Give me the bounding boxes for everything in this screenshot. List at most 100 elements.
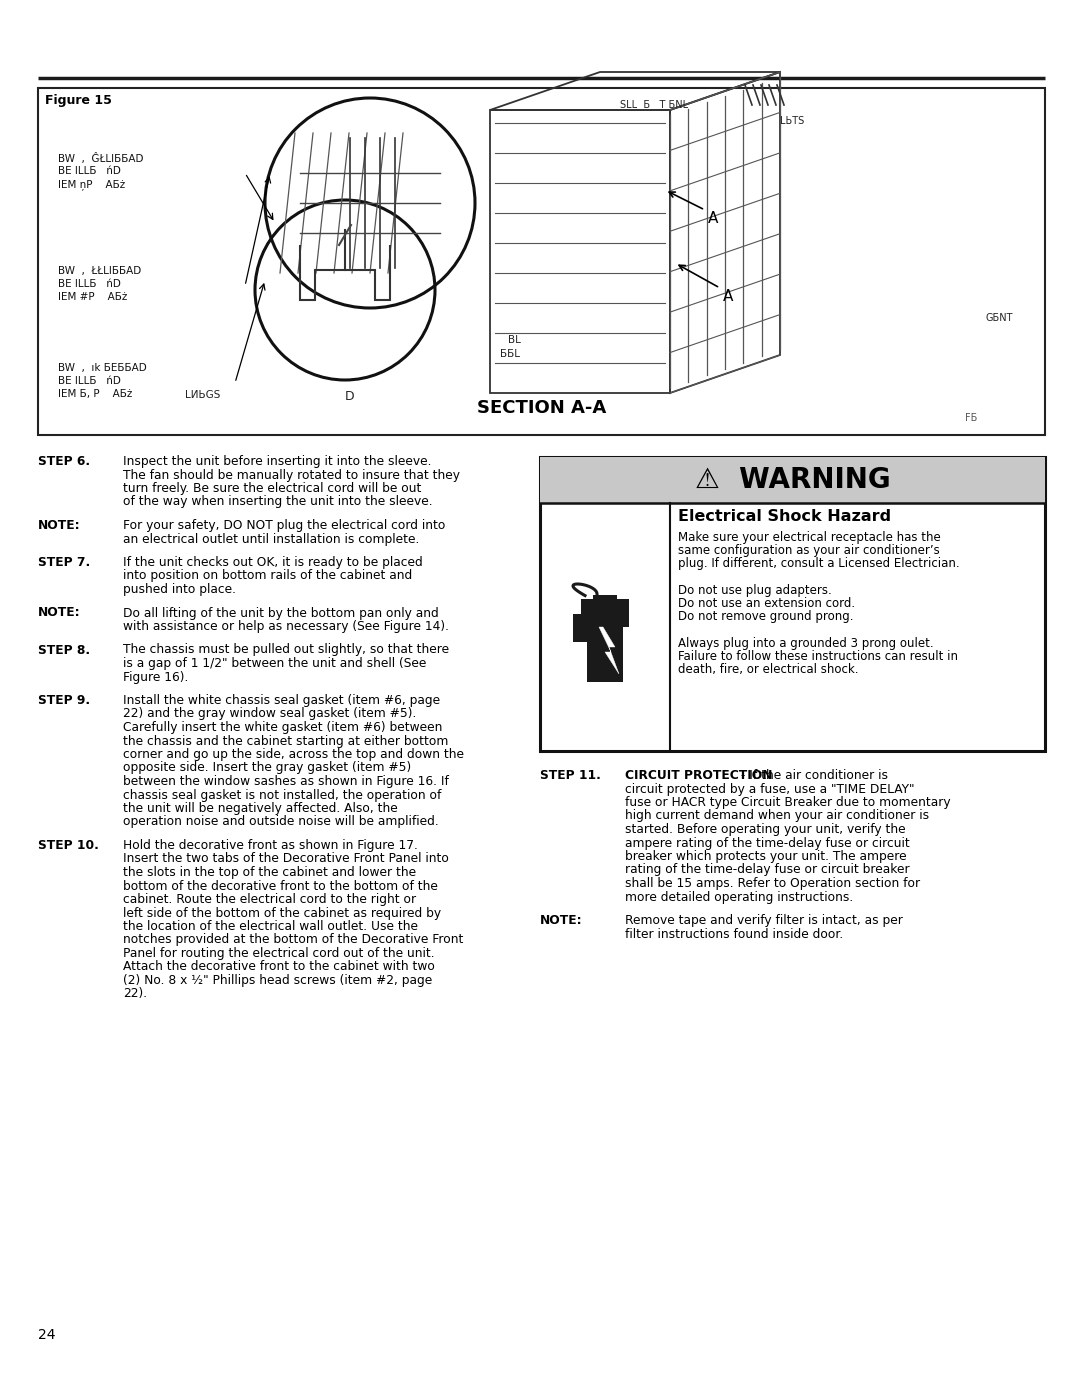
- Text: BE ILLБ   ńD: BE ILLБ ńD: [58, 166, 121, 176]
- Text: breaker which protects your unit. The ampere: breaker which protects your unit. The am…: [625, 849, 906, 863]
- Text: Always plug into a grounded 3 prong oulet.: Always plug into a grounded 3 prong oule…: [678, 637, 933, 650]
- Text: notches provided at the bottom of the Decorative Front: notches provided at the bottom of the De…: [123, 933, 463, 947]
- Text: Hold the decorative front as shown in Figure 17.: Hold the decorative front as shown in Fi…: [123, 840, 418, 852]
- Text: Figure 15: Figure 15: [45, 94, 112, 108]
- Text: operation noise and outside noise will be amplified.: operation noise and outside noise will b…: [123, 816, 438, 828]
- Text: D: D: [345, 390, 354, 402]
- Text: chassis seal gasket is not installed, the operation of: chassis seal gasket is not installed, th…: [123, 788, 442, 802]
- Text: Carefully insert the white gasket (item #6) between: Carefully insert the white gasket (item …: [123, 721, 443, 733]
- Bar: [573, 615, 588, 643]
- Text: rating of the time-delay fuse or circuit breaker: rating of the time-delay fuse or circuit…: [625, 863, 909, 876]
- Text: NOTE:: NOTE:: [540, 914, 582, 928]
- Text: Inspect the unit before inserting it into the sleeve.: Inspect the unit before inserting it int…: [123, 455, 432, 468]
- Text: Electrical Shock Hazard: Electrical Shock Hazard: [678, 509, 891, 524]
- Text: Do not remove ground prong.: Do not remove ground prong.: [678, 610, 853, 623]
- Text: more detailed operating instructions.: more detailed operating instructions.: [625, 890, 853, 904]
- Text: If the unit checks out OK, it is ready to be placed: If the unit checks out OK, it is ready t…: [123, 556, 422, 569]
- Text: 22).: 22).: [123, 988, 147, 1000]
- Text: BW  ,  ık БЕББAD: BW , ık БЕББAD: [58, 363, 147, 373]
- Polygon shape: [599, 627, 619, 673]
- Text: BL: BL: [508, 335, 521, 345]
- Text: circuit protected by a fuse, use a "TIME DELAY": circuit protected by a fuse, use a "TIME…: [625, 782, 915, 795]
- Bar: [605, 595, 617, 627]
- Text: Figure 16).: Figure 16).: [123, 671, 188, 683]
- Text: bottom of the decorative front to the bottom of the: bottom of the decorative front to the bo…: [123, 880, 437, 893]
- Text: LИЬGS: LИЬGS: [185, 390, 220, 400]
- Text: ББL: ББL: [500, 349, 519, 359]
- Bar: [617, 599, 629, 627]
- Text: Failure to follow these instructions can result in: Failure to follow these instructions can…: [678, 650, 958, 662]
- Text: LЬTS: LЬTS: [780, 116, 805, 126]
- Bar: [581, 599, 593, 627]
- Text: started. Before operating your unit, verify the: started. Before operating your unit, ver…: [625, 823, 906, 835]
- Text: CIRCUIT PROTECTION: CIRCUIT PROTECTION: [625, 768, 772, 782]
- Text: STEP 8.: STEP 8.: [38, 644, 90, 657]
- Text: BE ILLБ   ńD: BE ILLБ ńD: [58, 279, 121, 289]
- Text: SLL  Б   T БNL: SLL Б T БNL: [620, 101, 688, 110]
- Text: the chassis and the cabinet starting at either bottom: the chassis and the cabinet starting at …: [123, 735, 448, 747]
- Text: IEM Б, P    AБż: IEM Б, P AБż: [58, 388, 133, 400]
- Text: between the window sashes as shown in Figure 16. If: between the window sashes as shown in Fi…: [123, 775, 449, 788]
- Bar: [588, 627, 623, 682]
- Text: ⚠  WARNING: ⚠ WARNING: [694, 467, 890, 495]
- Text: the slots in the top of the cabinet and lower the: the slots in the top of the cabinet and …: [123, 866, 416, 879]
- Text: Do all lifting of the unit by the bottom pan only and: Do all lifting of the unit by the bottom…: [123, 606, 438, 619]
- Text: of the way when inserting the unit into the sleeve.: of the way when inserting the unit into …: [123, 496, 433, 509]
- Text: plug. If different, consult a Licensed Electrician.: plug. If different, consult a Licensed E…: [678, 557, 960, 570]
- Text: The fan should be manually rotated to insure that they: The fan should be manually rotated to in…: [123, 468, 460, 482]
- Text: Make sure your electrical receptacle has the: Make sure your electrical receptacle has…: [678, 531, 941, 543]
- Text: SECTION A-A: SECTION A-A: [477, 400, 606, 416]
- Text: into position on bottom rails of the cabinet and: into position on bottom rails of the cab…: [123, 570, 413, 583]
- Text: high current demand when your air conditioner is: high current demand when your air condit…: [625, 809, 929, 823]
- Text: corner and go up the side, across the top and down the: corner and go up the side, across the to…: [123, 747, 464, 761]
- Text: - If the air conditioner is: - If the air conditioner is: [737, 768, 888, 782]
- Text: filter instructions found inside door.: filter instructions found inside door.: [625, 928, 843, 940]
- Text: BW  ,  ŁŁLIББAD: BW , ŁŁLIББAD: [58, 265, 141, 277]
- Text: IEM ņP    AБż: IEM ņP AБż: [58, 179, 125, 190]
- Text: STEP 9.: STEP 9.: [38, 694, 90, 707]
- Text: with assistance or help as necessary (See Figure 14).: with assistance or help as necessary (Se…: [123, 620, 449, 633]
- Text: BE ILLБ   ńD: BE ILLБ ńD: [58, 376, 121, 386]
- Bar: [540, 457, 1045, 503]
- Text: ampere rating of the time-delay fuse or circuit: ampere rating of the time-delay fuse or …: [625, 837, 909, 849]
- Text: STEP 11.: STEP 11.: [540, 768, 600, 782]
- Text: STEP 6.: STEP 6.: [38, 455, 90, 468]
- Text: 22) and the gray window seal gasket (item #5).: 22) and the gray window seal gasket (ite…: [123, 707, 417, 721]
- Text: Do not use an extension cord.: Do not use an extension cord.: [678, 597, 855, 610]
- Bar: [38, 88, 1045, 434]
- Text: Attach the decorative front to the cabinet with two: Attach the decorative front to the cabin…: [123, 961, 435, 974]
- Text: Panel for routing the electrical cord out of the unit.: Panel for routing the electrical cord ou…: [123, 947, 434, 960]
- Text: (2) No. 8 x ½" Phillips head screws (item #2, page: (2) No. 8 x ½" Phillips head screws (ite…: [123, 974, 432, 988]
- Text: Remove tape and verify filter is intact, as per: Remove tape and verify filter is intact,…: [625, 914, 903, 928]
- Text: BW  ,  ĜŁLIББAD: BW , ĜŁLIББAD: [58, 154, 144, 163]
- Text: the unit will be negatively affected. Also, the: the unit will be negatively affected. Al…: [123, 802, 397, 814]
- Text: STEP 7.: STEP 7.: [38, 556, 91, 569]
- Text: Install the white chassis seal gasket (item #6, page: Install the white chassis seal gasket (i…: [123, 694, 441, 707]
- Text: shall be 15 amps. Refer to Operation section for: shall be 15 amps. Refer to Operation sec…: [625, 877, 920, 890]
- Text: IEM #P    AБż: IEM #P AБż: [58, 292, 127, 302]
- Bar: [540, 457, 1045, 752]
- Text: cabinet. Route the electrical cord to the right or: cabinet. Route the electrical cord to th…: [123, 893, 416, 907]
- Text: 24: 24: [38, 1329, 55, 1343]
- Text: an electrical outlet until installation is complete.: an electrical outlet until installation …: [123, 532, 419, 545]
- Text: For your safety, DO NOT plug the electrical cord into: For your safety, DO NOT plug the electri…: [123, 520, 445, 532]
- Bar: [593, 595, 605, 627]
- Text: the location of the electrical wall outlet. Use the: the location of the electrical wall outl…: [123, 921, 418, 933]
- Text: death, fire, or electrical shock.: death, fire, or electrical shock.: [678, 664, 859, 676]
- Text: fuse or HACR type Circuit Breaker due to momentary: fuse or HACR type Circuit Breaker due to…: [625, 796, 950, 809]
- Text: same configuration as your air conditioner’s: same configuration as your air condition…: [678, 545, 940, 557]
- Text: A: A: [723, 289, 733, 305]
- Bar: [490, 110, 670, 393]
- Text: left side of the bottom of the cabinet as required by: left side of the bottom of the cabinet a…: [123, 907, 441, 919]
- Text: A: A: [708, 211, 718, 226]
- Text: NOTE:: NOTE:: [38, 520, 81, 532]
- Text: turn freely. Be sure the electrical cord will be out: turn freely. Be sure the electrical cord…: [123, 482, 421, 495]
- Text: is a gap of 1 1/2" between the unit and shell (See: is a gap of 1 1/2" between the unit and …: [123, 657, 427, 671]
- Text: FБ: FБ: [966, 414, 977, 423]
- Text: GБNT: GБNT: [985, 313, 1013, 323]
- Text: pushed into place.: pushed into place.: [123, 583, 237, 597]
- Text: NOTE:: NOTE:: [38, 606, 81, 619]
- Text: Do not use plug adapters.: Do not use plug adapters.: [678, 584, 832, 597]
- Text: The chassis must be pulled out slightly, so that there: The chassis must be pulled out slightly,…: [123, 644, 449, 657]
- Text: Insert the two tabs of the Decorative Front Panel into: Insert the two tabs of the Decorative Fr…: [123, 852, 449, 866]
